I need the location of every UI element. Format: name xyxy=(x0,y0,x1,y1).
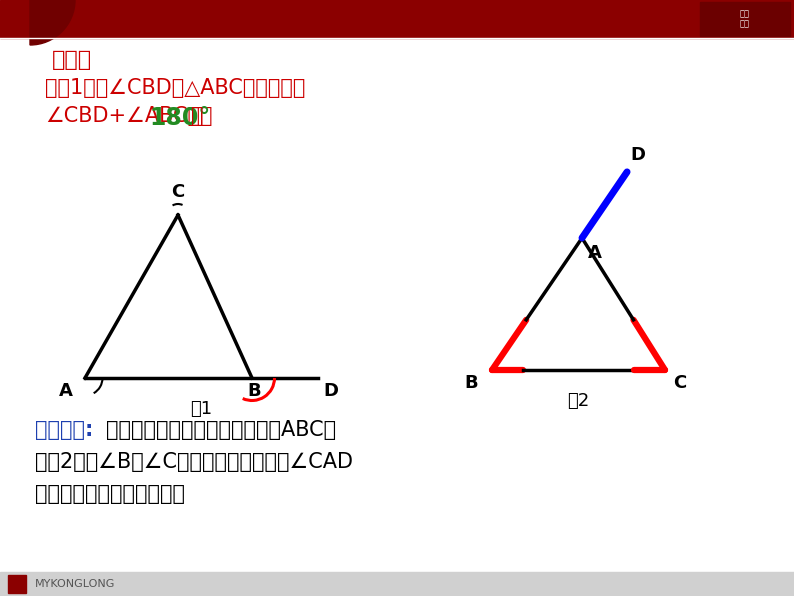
Text: D: D xyxy=(630,146,645,164)
Text: 180°: 180° xyxy=(149,106,210,130)
Text: B: B xyxy=(464,374,478,392)
Wedge shape xyxy=(30,0,75,45)
Text: A: A xyxy=(59,382,73,400)
Text: 在一张白纸上任意画一个三角形ABC，: 在一张白纸上任意画一个三角形ABC， xyxy=(106,420,337,440)
Text: 如图2，把∠B、∠C剪下拼在一起，放到∠CAD: 如图2，把∠B、∠C剪下拼在一起，放到∠CAD xyxy=(35,452,353,472)
Text: ）: ） xyxy=(191,106,204,126)
Text: 动动小手:: 动动小手: xyxy=(35,420,94,440)
Text: 图1: 图1 xyxy=(190,400,212,418)
Text: 上，看看会出现什么结果？: 上，看看会出现什么结果？ xyxy=(35,484,185,504)
Bar xyxy=(8,575,26,593)
Text: 图2: 图2 xyxy=(567,392,589,410)
Text: D: D xyxy=(323,382,338,400)
Text: B: B xyxy=(247,382,260,400)
Text: C: C xyxy=(673,374,686,392)
Bar xyxy=(0,572,794,596)
Bar xyxy=(0,0,794,38)
Text: 在图1中，∠CBD是△ABC的外角，则: 在图1中，∠CBD是△ABC的外角，则 xyxy=(45,78,306,98)
Text: C: C xyxy=(172,183,185,201)
Text: 主题
乐园: 主题 乐园 xyxy=(740,10,750,29)
Text: ∠CBD+∠ABC＝（: ∠CBD+∠ABC＝（ xyxy=(45,106,213,126)
Text: 想一想: 想一想 xyxy=(52,50,92,70)
Bar xyxy=(700,2,790,36)
Text: A: A xyxy=(588,244,602,262)
Text: MYKONGLONG: MYKONGLONG xyxy=(35,579,115,589)
